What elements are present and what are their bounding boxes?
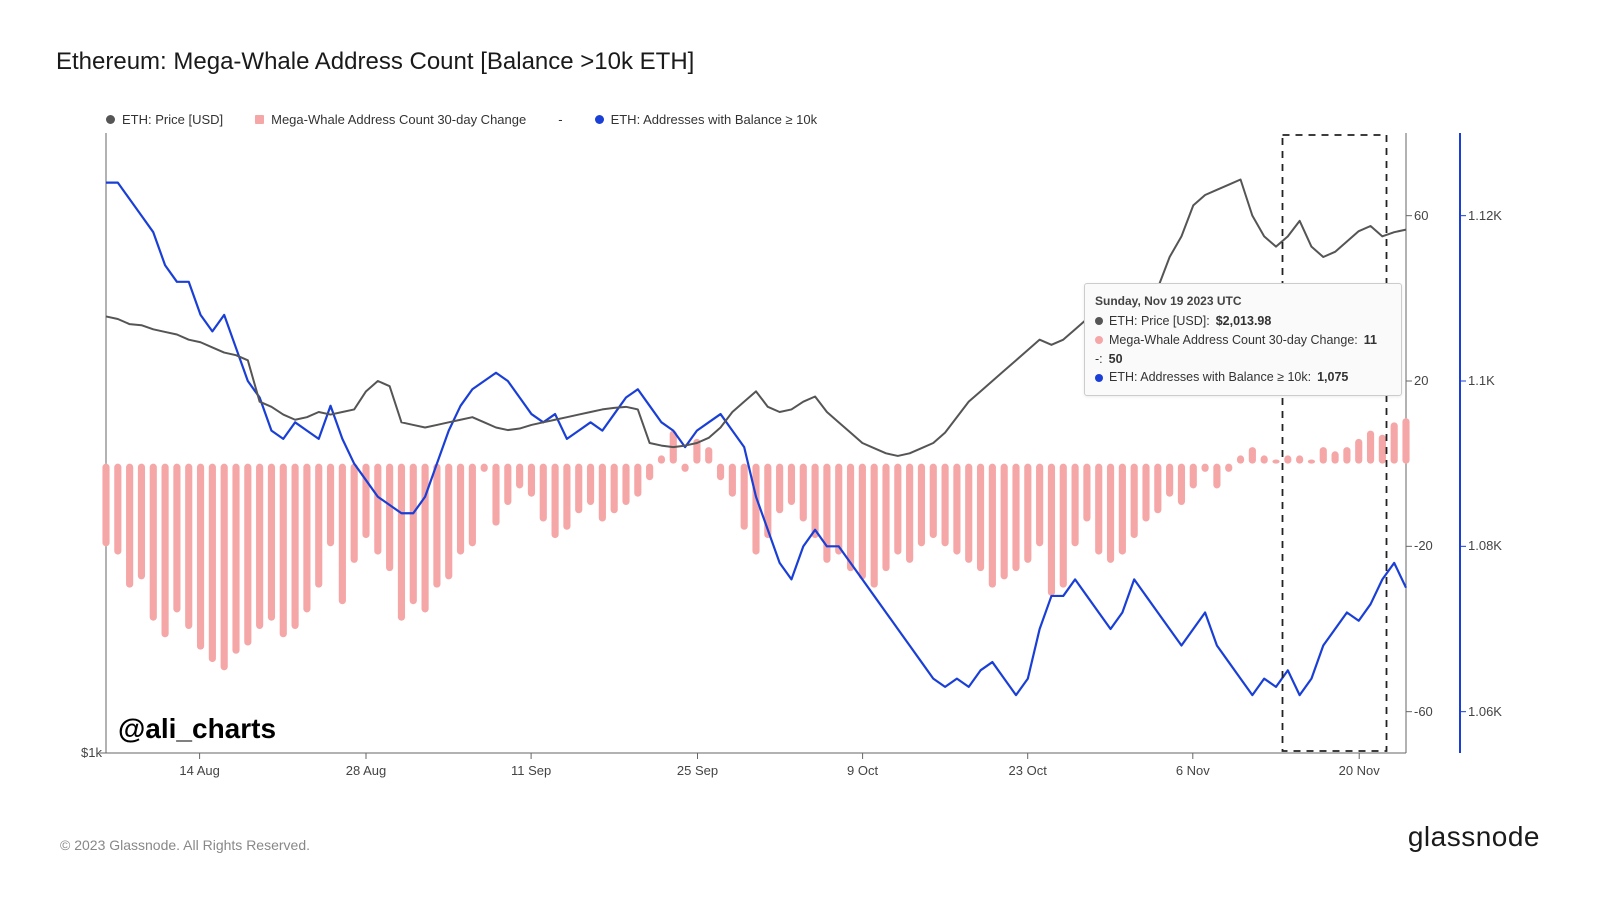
watermark: @ali_charts	[118, 713, 276, 745]
y-right1-tick: -60	[1414, 704, 1433, 719]
chart-svg	[56, 133, 1544, 793]
tooltip-dot-addr	[1095, 374, 1103, 382]
tooltip-price-label: ETH: Price [USD]:	[1109, 312, 1210, 331]
x-tick: 20 Nov	[1339, 763, 1380, 778]
tooltip-date: Sunday, Nov 19 2023 UTC	[1095, 292, 1391, 310]
tooltip: Sunday, Nov 19 2023 UTC ETH: Price [USD]…	[1084, 283, 1402, 396]
y-right2-tick: 1.1K	[1468, 373, 1495, 388]
legend-label-bars: Mega-Whale Address Count 30-day Change	[271, 112, 526, 127]
y-right1-tick: 20	[1414, 373, 1428, 388]
legend: ETH: Price [USD] Mega-Whale Address Coun…	[106, 112, 1544, 127]
legend-item-dash[interactable]: -	[558, 112, 562, 127]
tooltip-dot-bars	[1095, 336, 1103, 344]
x-tick: 11 Sep	[511, 763, 551, 778]
x-tick: 9 Oct	[847, 763, 878, 778]
brand-logo: glassnode	[1408, 821, 1540, 853]
legend-label-dash: -	[558, 112, 562, 127]
y-right1-tick: 60	[1414, 208, 1428, 223]
legend-item-bars[interactable]: Mega-Whale Address Count 30-day Change	[255, 112, 526, 127]
tooltip-price-value: $2,013.98	[1216, 312, 1272, 331]
chart-title: Ethereum: Mega-Whale Address Count [Bala…	[56, 48, 1544, 76]
y-right2-tick: 1.08K	[1468, 538, 1502, 553]
y-right2-tick: 1.12K	[1468, 208, 1502, 223]
x-tick: 6 Nov	[1176, 763, 1210, 778]
x-tick: 23 Oct	[1009, 763, 1047, 778]
y-right1-tick: -20	[1414, 538, 1433, 553]
x-tick: 28 Aug	[346, 763, 387, 778]
tooltip-dot-price	[1095, 317, 1103, 325]
x-tick: 14 Aug	[179, 763, 220, 778]
legend-item-addr[interactable]: ETH: Addresses with Balance ≥ 10k	[595, 112, 818, 127]
legend-dot-addr	[595, 115, 604, 124]
legend-item-price[interactable]: ETH: Price [USD]	[106, 112, 223, 127]
tooltip-dash-value: 50	[1109, 350, 1123, 369]
y-left-tick: $1k	[56, 745, 102, 760]
tooltip-bars-value: 11	[1364, 331, 1377, 350]
legend-swatch-bars	[255, 115, 264, 124]
legend-dot-price	[106, 115, 115, 124]
legend-label-price: ETH: Price [USD]	[122, 112, 223, 127]
legend-label-addr: ETH: Addresses with Balance ≥ 10k	[611, 112, 818, 127]
tooltip-addr-value: 1,075	[1317, 368, 1348, 387]
tooltip-bars-label: Mega-Whale Address Count 30-day Change:	[1109, 331, 1358, 350]
chart-area[interactable]: $1k -60 -20 20 60 1.06K 1.08K 1.1K 1.12K 14 Au…	[56, 133, 1544, 793]
tooltip-dash-label: -:	[1095, 350, 1103, 369]
x-tick: 25 Sep	[677, 763, 718, 778]
tooltip-addr-label: ETH: Addresses with Balance ≥ 10k:	[1109, 368, 1311, 387]
y-right2-tick: 1.06K	[1468, 704, 1502, 719]
copyright: © 2023 Glassnode. All Rights Reserved.	[60, 837, 310, 853]
